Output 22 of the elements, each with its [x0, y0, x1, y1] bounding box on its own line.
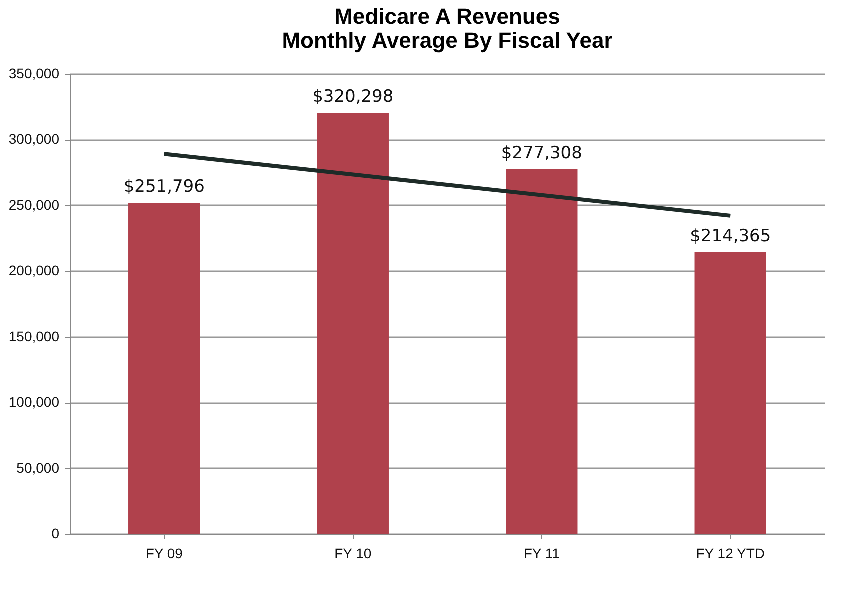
chart-subtitle: Monthly Average By Fiscal Year	[282, 28, 614, 53]
y-tick-label: 100,000	[8, 394, 60, 410]
data-label: $320,298	[312, 87, 394, 108]
x-tick-label: FY 09	[146, 546, 184, 562]
y-tick-label: 250,000	[8, 196, 60, 213]
data-label: $277,308	[501, 144, 582, 164]
x-tick-label: FY 11	[524, 546, 560, 562]
bar	[506, 170, 578, 534]
bar	[694, 252, 766, 534]
bar	[128, 203, 200, 534]
x-tick-label: FY 12 YTD	[696, 546, 765, 562]
data-label: $214,365	[690, 226, 772, 246]
y-tick-label: 350,000	[8, 66, 60, 82]
chart-title: Medicare A Revenues	[334, 4, 560, 29]
y-tick-label: 0	[52, 526, 60, 542]
y-tick-label: 150,000	[8, 328, 60, 344]
y-tick-label: 50,000	[16, 460, 60, 476]
y-tick-label: 300,000	[8, 131, 60, 148]
data-label: $251,796	[124, 177, 205, 198]
y-tick-label: 200,000	[8, 262, 60, 279]
x-tick-label: FY 10	[334, 546, 372, 562]
bar	[317, 113, 389, 534]
